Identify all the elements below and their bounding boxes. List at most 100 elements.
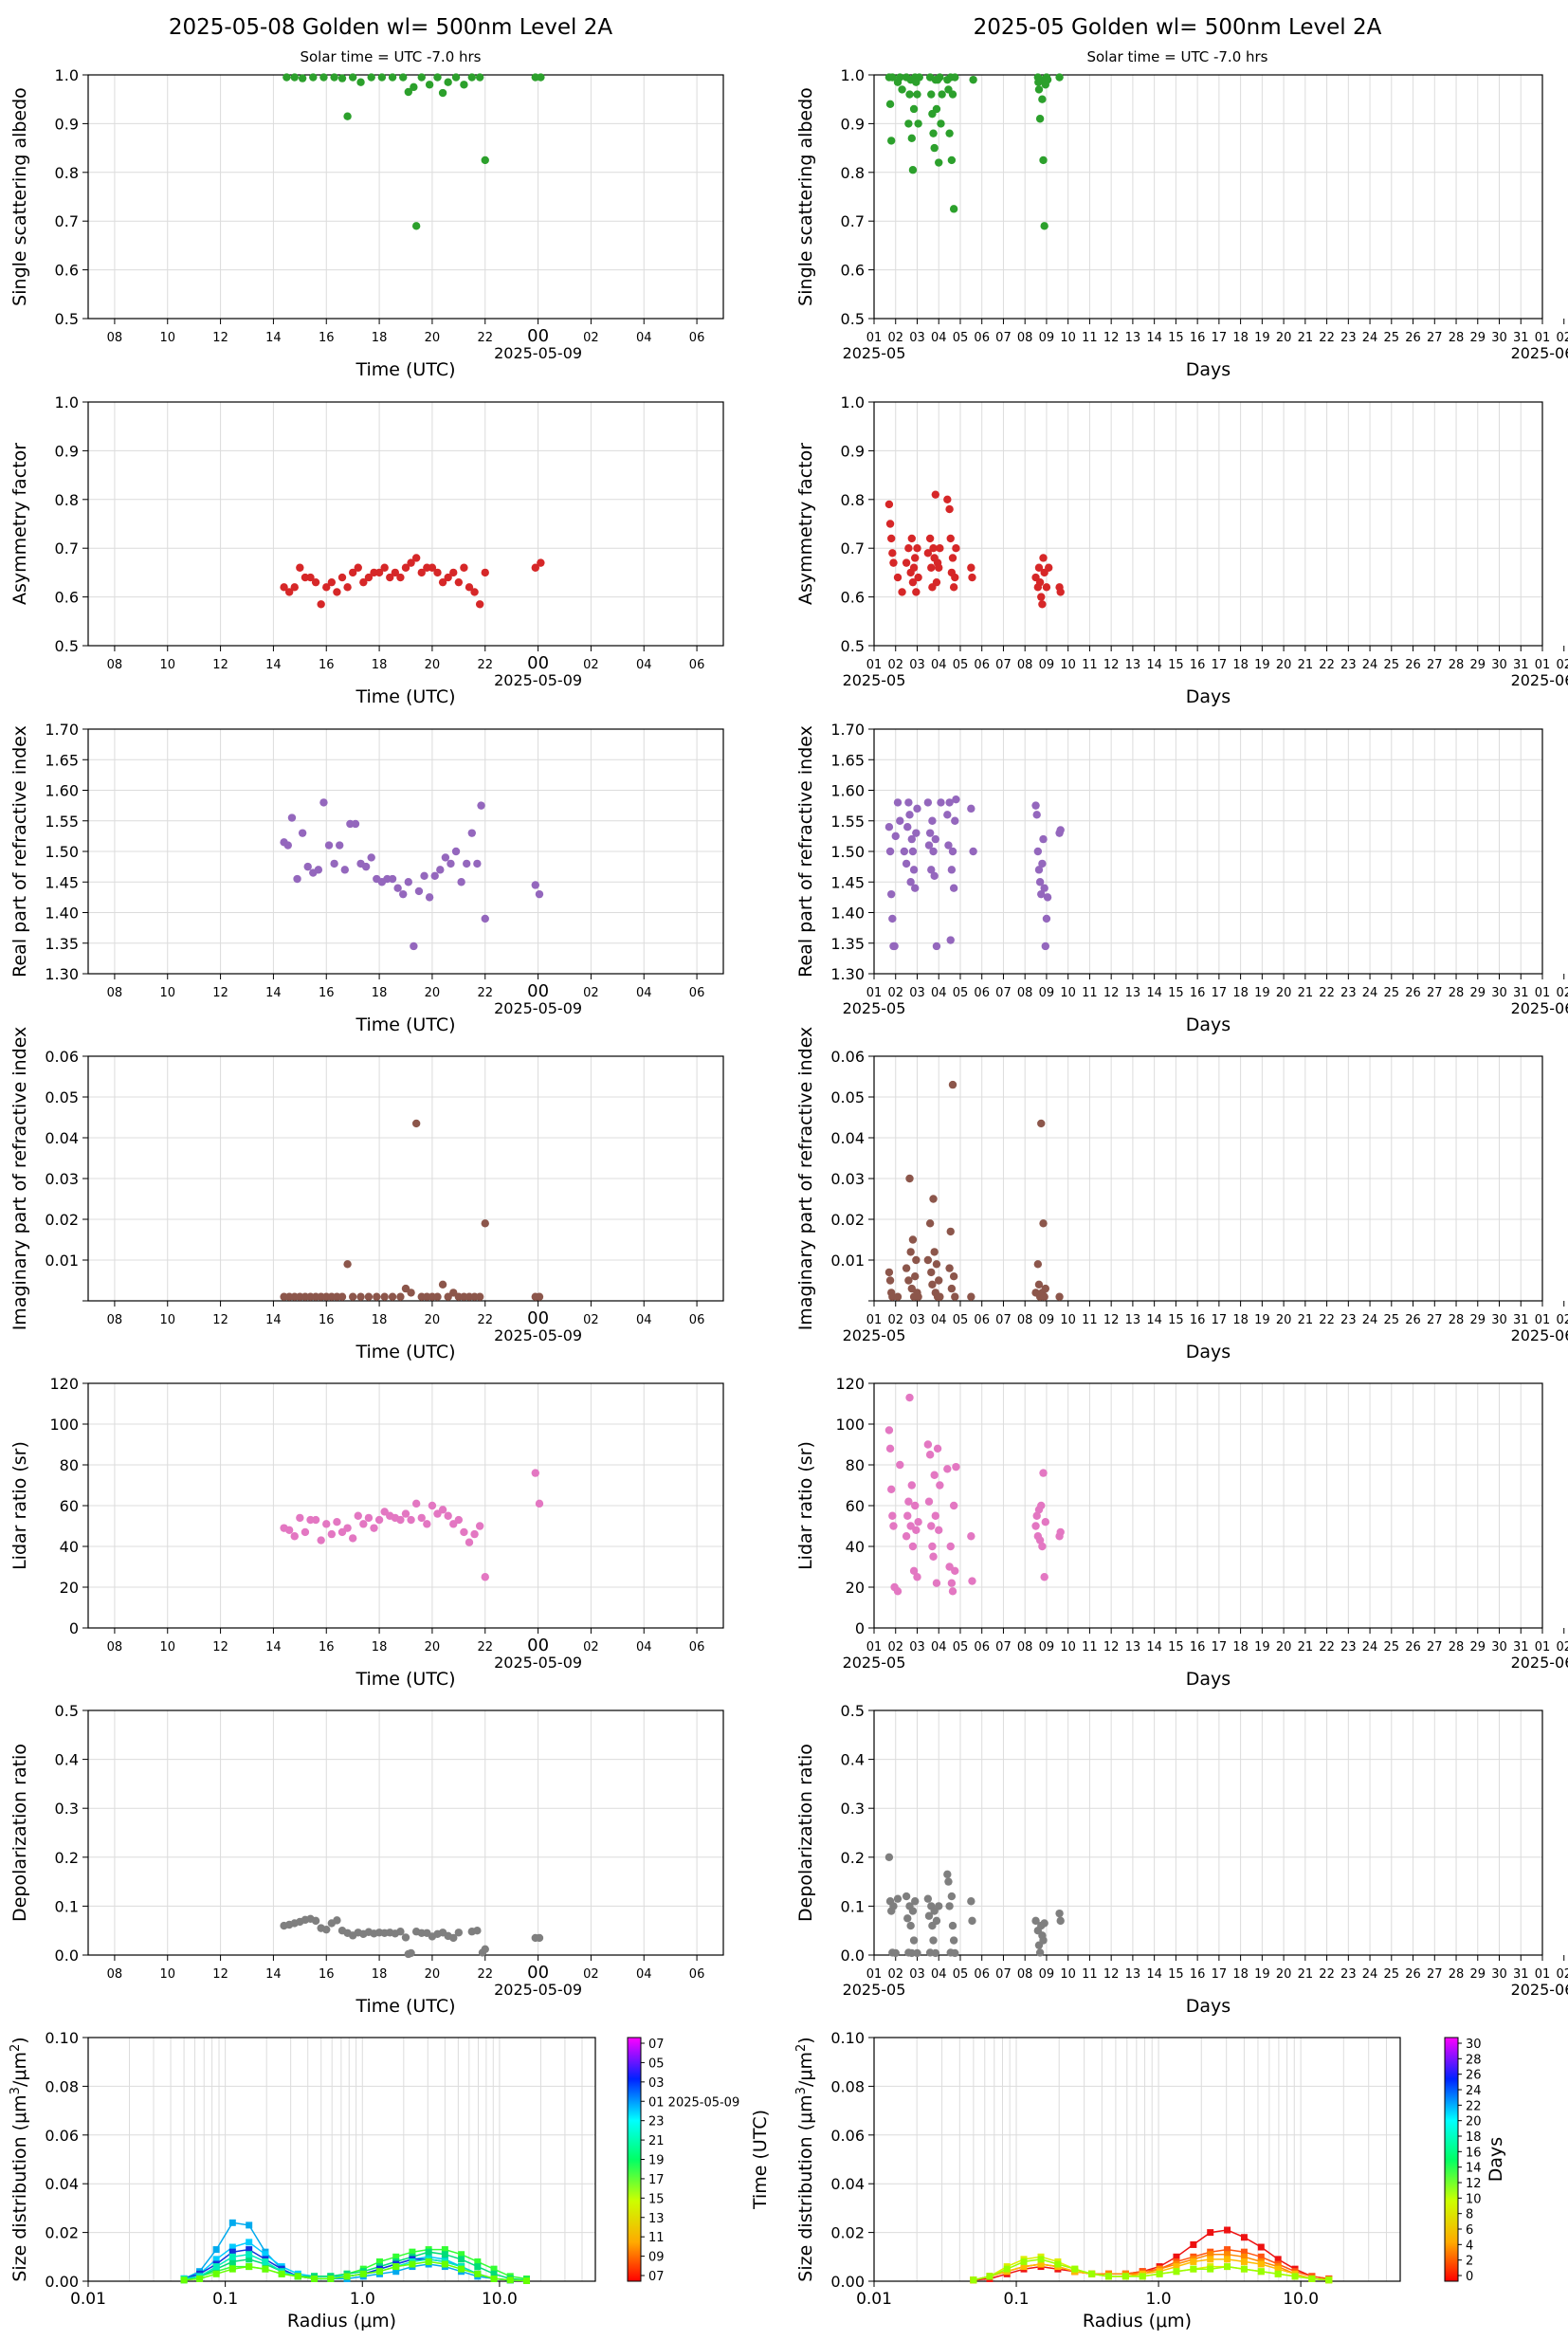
x-axis-label: Days: [1186, 359, 1231, 380]
data-points: [280, 1914, 544, 1959]
y-tick-label: 0.5: [55, 637, 79, 655]
x-tick-label: 02: [887, 1313, 903, 1327]
y-tick-label: 0.1: [841, 1897, 865, 1915]
x-tick-label: 28: [1449, 658, 1465, 672]
y-axis-label: Depolarization ratio: [795, 1744, 816, 1922]
x-tick-label: 06: [974, 658, 990, 672]
series-marker: [1121, 2273, 1129, 2280]
data-point: [364, 1292, 374, 1301]
data-points: [280, 554, 545, 609]
data-point: [444, 78, 452, 86]
data-point: [283, 73, 291, 82]
y-tick-label: 0.00: [830, 2273, 865, 2291]
data-point: [951, 1292, 959, 1301]
x-tick-sublabel: 2025-06: [1511, 1326, 1568, 1344]
series-marker: [1190, 2265, 1197, 2273]
x-tick-sublabel: 2025-05-09: [494, 1326, 582, 1344]
x-tick-label: 26: [1405, 1967, 1421, 1982]
x-tick-label: 20: [425, 986, 441, 1000]
x-tick-label: 10: [1060, 1313, 1076, 1327]
series-marker: [343, 2273, 351, 2280]
data-point: [354, 563, 362, 572]
data-point: [356, 1292, 365, 1301]
x-tick-label: 02: [1556, 658, 1568, 672]
data-point: [925, 1451, 935, 1459]
x-tick-label: 10: [1060, 986, 1076, 1000]
series-marker: [409, 2248, 416, 2256]
series-marker: [196, 2275, 204, 2282]
x-tick-label: 27: [1427, 986, 1443, 1000]
data-point: [947, 1892, 957, 1901]
data-point: [481, 1945, 489, 1954]
data-point: [896, 816, 904, 825]
x-tick-label: 12: [1103, 331, 1120, 345]
data-point: [1035, 1536, 1045, 1545]
y-tick-label: 120: [835, 1375, 865, 1393]
data-point: [374, 568, 384, 577]
data-point: [913, 544, 921, 553]
data-point: [309, 73, 318, 82]
data-point: [893, 1292, 903, 1301]
x-tick-label: 12: [212, 331, 228, 345]
colorbar-tick-label: 07: [648, 2270, 665, 2284]
y-tick-label: 1.55: [45, 813, 79, 831]
y-tick-label: 1.40: [45, 905, 79, 923]
x-tick-label: 10: [159, 1640, 175, 1654]
x-tick-label: 12: [1103, 1967, 1120, 1982]
y-tick-label: 1.0: [841, 66, 865, 84]
data-point: [945, 798, 954, 807]
x-tick-label: 06: [689, 658, 705, 672]
series-marker: [1139, 2273, 1146, 2280]
x-tick-label: 12: [1103, 986, 1120, 1000]
data-point: [430, 871, 439, 880]
data-point: [904, 1497, 913, 1506]
data-point: [885, 100, 895, 109]
data-point: [537, 73, 545, 82]
y-tick-label: 0.08: [830, 2077, 865, 2095]
series-marker: [1240, 2253, 1248, 2260]
x-tick-label: 15: [1168, 986, 1184, 1000]
x-tick-label: 11: [1082, 658, 1098, 672]
y-tick-label: 0.0: [841, 1947, 865, 1965]
series-marker: [246, 2256, 253, 2263]
data-point: [904, 798, 913, 807]
series-marker: [1088, 2270, 1096, 2277]
colorbar-tick-label: 09: [648, 2251, 665, 2265]
size-distribution-lines: [970, 2226, 1333, 2284]
data-point: [444, 1511, 452, 1520]
x-tick-label: 11: [1082, 986, 1098, 1000]
data-point: [904, 1276, 913, 1285]
x-tick-label: 05: [953, 331, 969, 345]
x-tick-label: 22: [477, 1313, 493, 1327]
x-tick-label: 20: [425, 1640, 441, 1654]
data-point: [927, 563, 936, 572]
data-point: [947, 866, 957, 874]
x-tick-label: 18: [1232, 331, 1249, 345]
x-tick-label: 04: [636, 658, 652, 672]
x-axis-label: Days: [1186, 1996, 1231, 2017]
x-tick-label: 06: [689, 1967, 705, 1982]
x-tick-label: 21: [1298, 986, 1314, 1000]
data-points: [283, 73, 545, 230]
data-point: [438, 1506, 447, 1514]
colorbar-tick-label: 24: [1466, 2084, 1482, 2098]
data-point: [1041, 941, 1049, 951]
x-tick-label: 08: [1017, 331, 1033, 345]
y-tick-label: 0.5: [841, 637, 865, 655]
x-tick-label: 01: [866, 331, 883, 345]
x-tick-label: 22: [477, 1640, 493, 1654]
data-point: [908, 1907, 918, 1915]
y-tick-label: 0.03: [830, 1170, 865, 1188]
x-tick-label: 29: [1470, 986, 1486, 1000]
colorbar-tick-label: 0: [1466, 2270, 1473, 2284]
data-point: [907, 834, 916, 844]
y-tick-label: 40: [846, 1538, 865, 1556]
x-tick-label: 12: [212, 1967, 228, 1982]
data-point: [924, 841, 934, 850]
data-point: [460, 563, 468, 572]
data-point: [932, 1916, 941, 1926]
y-tick-label: 0.4: [55, 1751, 79, 1769]
data-point: [908, 1542, 918, 1551]
series-marker: [1240, 2265, 1248, 2273]
